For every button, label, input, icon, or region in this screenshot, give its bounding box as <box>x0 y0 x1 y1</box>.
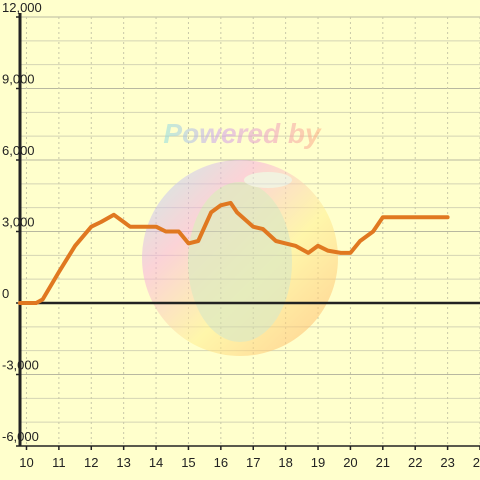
y-tick-label: 6,000 <box>2 143 35 158</box>
watermark-disc <box>142 160 338 356</box>
y-tick-label: 12,000 <box>2 0 42 15</box>
x-tick-label: 13 <box>116 455 130 470</box>
series-layer <box>18 200 450 305</box>
x-tick-label: 17 <box>246 455 260 470</box>
x-tick-label: 18 <box>278 455 292 470</box>
x-tick-label: 24 <box>473 455 480 470</box>
x-tick-label: 14 <box>149 455 163 470</box>
y-tick-label: 0 <box>2 286 9 301</box>
series-line <box>18 200 450 305</box>
x-tick-label: 20 <box>343 455 357 470</box>
x-tick-label: 16 <box>214 455 228 470</box>
watermark-hat <box>244 172 292 188</box>
y-tick-label: -3,000 <box>2 358 39 373</box>
tick-labels: -6,000 -3,000 0 3,000 6,000 9,000 12,000 10 11 12… <box>2 0 480 470</box>
y-tick-label: -6,000 <box>2 429 39 444</box>
axes <box>16 13 480 450</box>
x-tick-label: 11 <box>52 455 66 470</box>
x-tick-label: 19 <box>311 455 325 470</box>
y-tick-label: 3,000 <box>2 215 35 230</box>
x-tick-label: 15 <box>181 455 195 470</box>
x-tick-label: 21 <box>376 455 390 470</box>
y-tick-label: 9,000 <box>2 72 35 87</box>
watermark-text: Powered by <box>163 118 322 149</box>
x-tick-label: 22 <box>408 455 422 470</box>
x-tick-label: 10 <box>19 455 33 470</box>
x-tick-label: 23 <box>440 455 454 470</box>
x-tick-label: 12 <box>84 455 98 470</box>
watermark-figure <box>188 182 292 342</box>
